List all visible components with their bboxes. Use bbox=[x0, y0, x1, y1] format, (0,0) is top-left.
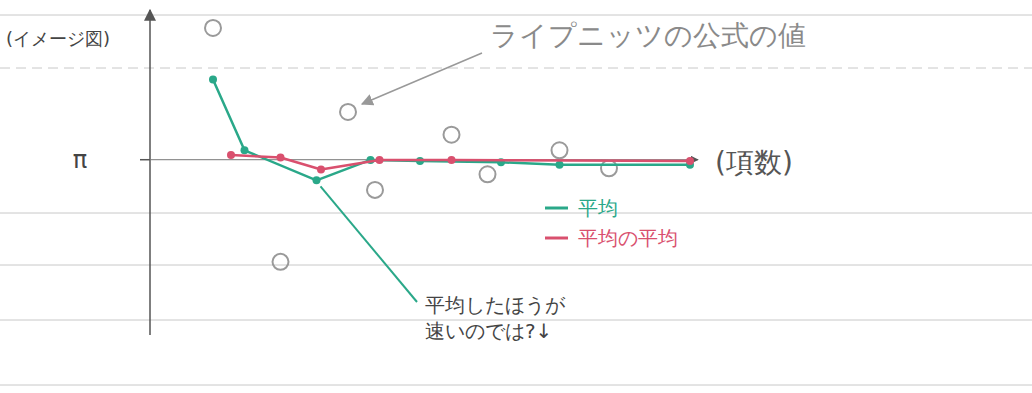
y-axis bbox=[149, 10, 151, 335]
plot-area bbox=[205, 20, 694, 270]
data-point bbox=[205, 20, 221, 36]
data-point bbox=[273, 254, 289, 270]
data-point bbox=[209, 76, 217, 84]
data-point bbox=[444, 127, 460, 143]
data-point bbox=[367, 182, 383, 198]
legend-swatch bbox=[545, 207, 568, 210]
note: 平均したほうが bbox=[425, 293, 566, 317]
chart: π (イメージ図) (項数) ライプニッツの公式の値平均平均の平均平均したほうが速いの… bbox=[0, 0, 1032, 393]
data-point bbox=[686, 157, 694, 165]
data-point bbox=[317, 166, 325, 174]
series-annotation: ライプニッツの公式の値 bbox=[490, 19, 806, 52]
data-point bbox=[340, 104, 356, 120]
legend-label: 平均の平均 bbox=[578, 226, 678, 250]
data-point bbox=[556, 161, 564, 169]
annotation-arrow bbox=[362, 53, 482, 104]
legend-label: 平均 bbox=[578, 196, 618, 220]
data-point bbox=[241, 146, 249, 154]
y-tick-label: π bbox=[73, 146, 87, 174]
note-leader bbox=[321, 186, 418, 302]
data-point bbox=[376, 156, 384, 164]
data-point bbox=[552, 142, 568, 158]
data-point bbox=[448, 156, 456, 164]
y-tick bbox=[140, 159, 150, 161]
ruled-line bbox=[0, 213, 1032, 214]
y-axis-title: (イメージ図) bbox=[6, 28, 110, 49]
data-point bbox=[277, 154, 285, 162]
data-point bbox=[601, 160, 617, 176]
data-point bbox=[313, 176, 321, 184]
series-line bbox=[231, 155, 690, 169]
ruled-line bbox=[0, 15, 1032, 16]
legend-swatch bbox=[545, 237, 568, 240]
data-point bbox=[480, 166, 496, 182]
ruled-line bbox=[0, 68, 1032, 69]
series-line bbox=[213, 80, 690, 181]
ruled-line bbox=[0, 385, 1032, 386]
ruled-line bbox=[0, 265, 1032, 266]
x-axis-title: (項数) bbox=[715, 146, 793, 179]
data-point bbox=[227, 151, 235, 159]
note: 速いのでは?↓ bbox=[425, 319, 552, 343]
